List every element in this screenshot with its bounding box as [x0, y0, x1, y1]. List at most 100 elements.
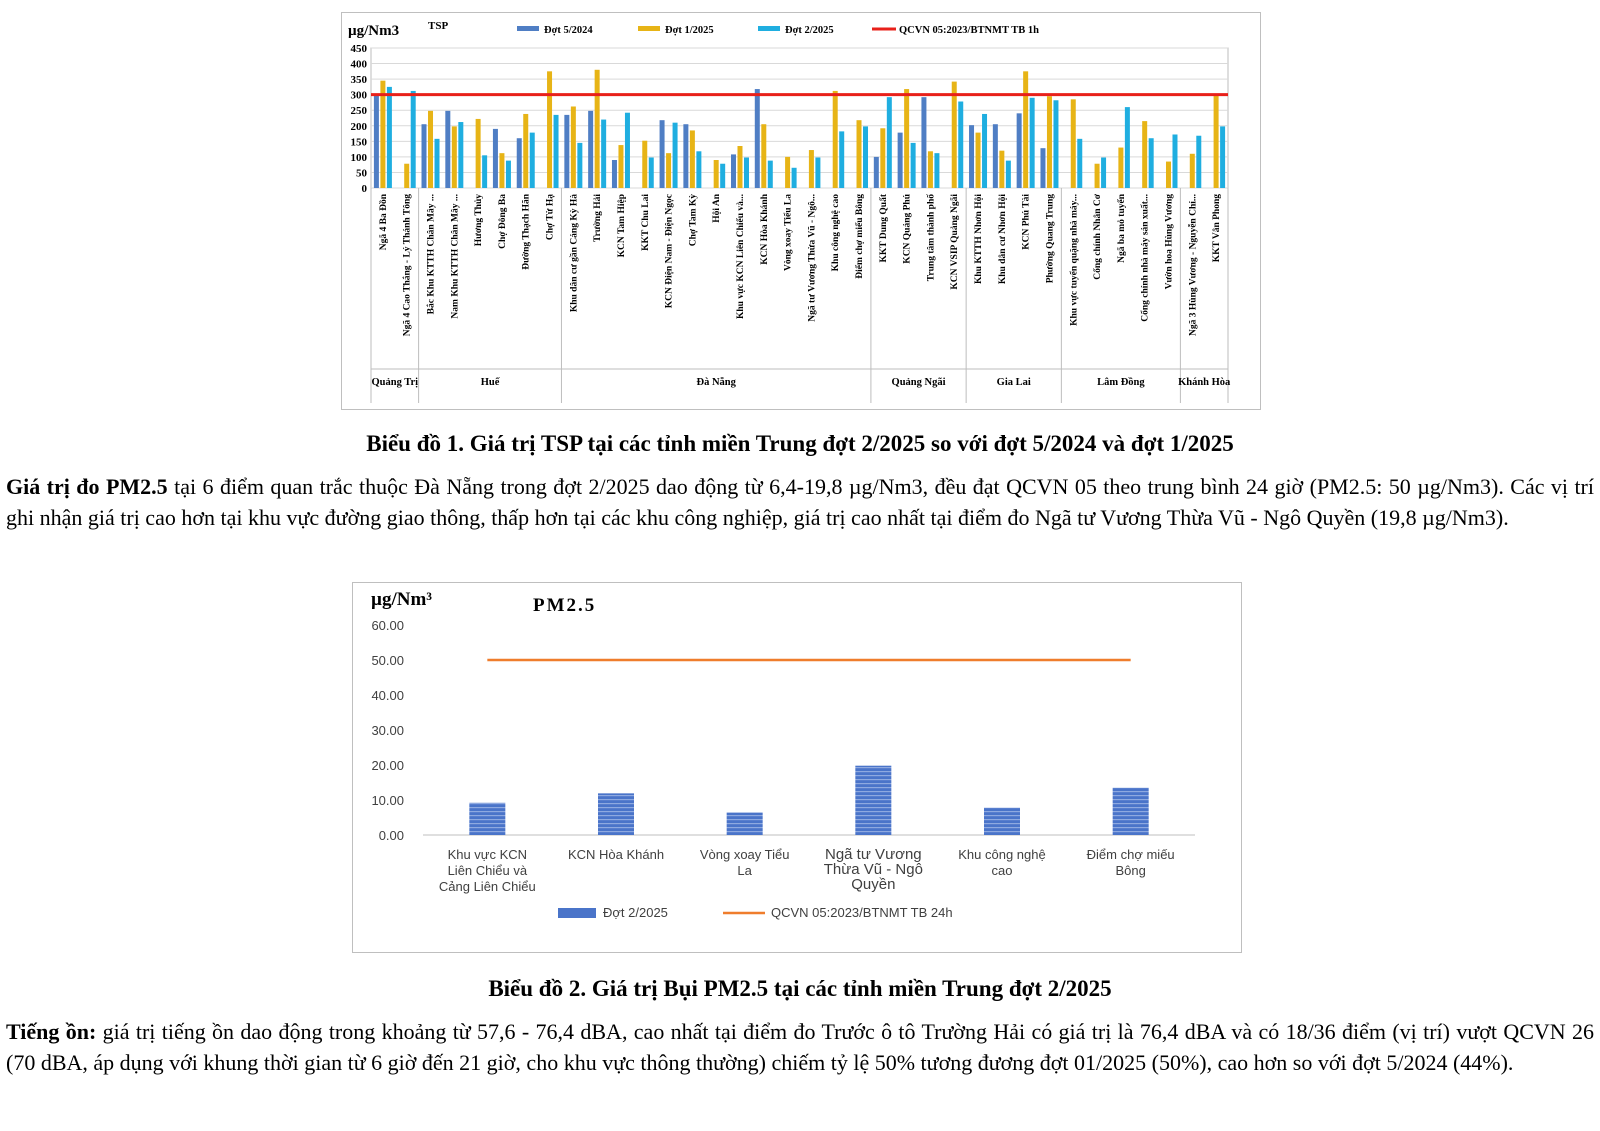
category-label: Cổng chính Nhân Cơ — [1092, 193, 1103, 280]
category-label: Khu vực KCN — [448, 847, 528, 862]
pm25-chart-figure: µg/Nm³ PM2.5 0.00 10.00 20.00 30.00 40.00 50.00… — [352, 582, 1242, 953]
bar-1 — [564, 114, 570, 188]
category-label: Cảng Liên Chiểu — [439, 879, 536, 894]
bar-3 — [1220, 126, 1226, 188]
bar-3 — [482, 155, 488, 188]
bar-1 — [921, 97, 927, 188]
y-tick-label: 50.00 — [371, 653, 404, 668]
category-label: KKT Chu Lai — [641, 194, 651, 251]
y-tick-label: 450 — [351, 43, 368, 55]
category-label: KKT Dung Quất — [878, 193, 889, 262]
bar-2 — [1142, 121, 1148, 188]
pm25-bar — [984, 807, 1020, 835]
bar-2 — [689, 130, 695, 188]
pm25-paragraph: Giá trị đo PM2.5 tại 6 điểm quan trắc th… — [6, 471, 1594, 533]
y-tick-label: 250 — [351, 105, 368, 117]
pm25-paragraph-text: tại 6 điểm quan trắc thuộc Đà Nẵng trong… — [6, 474, 1594, 530]
bar-1 — [1016, 113, 1022, 188]
legend-label: QCVN 05:2023/BTNMT TB 24h — [771, 905, 953, 920]
bar-2 — [1118, 147, 1124, 188]
category-label: Điểm chợ miếu Bông — [854, 194, 865, 279]
category-label: Vườn hoa Hùng Vương — [1165, 194, 1175, 290]
group-label: Quảng Trị — [372, 377, 419, 388]
category-label: KKT Vân Phong — [1212, 194, 1222, 263]
category-label: Chợ Đông Ba — [498, 194, 508, 249]
category-label: Khu công nghệ — [958, 847, 1045, 862]
bar-2 — [1046, 96, 1052, 188]
pm25-bar — [469, 802, 506, 835]
category-label: Thừa Vũ - Ngô — [824, 861, 923, 878]
y-tick-label: 0.00 — [379, 828, 404, 843]
bar-1 — [1040, 148, 1046, 188]
bar-2 — [737, 146, 743, 188]
category-label: Ngã tư Vương — [825, 846, 922, 863]
bar-2 — [1189, 153, 1195, 188]
legend-swatch — [558, 908, 596, 918]
bar-3 — [720, 163, 726, 188]
bar-3 — [1053, 100, 1059, 188]
y-tick-label: 10.00 — [371, 793, 404, 808]
tsp-chart-figure: µg/Nm3 TSP Đợt 5/2024 Đợt 1/2025 Đợt 2/2025 Q… — [341, 12, 1261, 410]
bar-2 — [808, 150, 814, 188]
category-label: KCN Hòa Khánh — [568, 847, 664, 862]
bar-3 — [1077, 138, 1083, 188]
legend-swatch — [517, 26, 539, 31]
category-label: Ngã 4 Ba Đồn — [378, 193, 389, 250]
bar-2 — [880, 128, 886, 188]
bar-1 — [492, 128, 498, 188]
y-tick-label: 30.00 — [371, 723, 404, 738]
bar-2 — [618, 145, 624, 188]
category-label: Ngã ba mỏ tuyển — [1116, 193, 1127, 263]
bar-2 — [499, 153, 505, 188]
bar-2 — [713, 160, 719, 188]
category-label: Trường Hải — [593, 194, 603, 242]
category-label: Vòng xoay Tiểu — [700, 847, 790, 862]
bar-2 — [404, 163, 410, 188]
pm25-bar — [726, 812, 763, 835]
category-label: Ngã 3 Hùng Vương - Nguyễn Chí... — [1187, 194, 1198, 336]
y-tick-label: 40.00 — [371, 688, 404, 703]
pm25-paragraph-lead: Giá trị đo PM2.5 — [6, 474, 168, 499]
category-label: Ngã tư Vương Thừa Vũ - Ngô... — [807, 194, 817, 322]
tsp-chart: µg/Nm3 TSP Đợt 5/2024 Đợt 1/2025 Đợt 2/2025 Q… — [348, 20, 1231, 403]
pm25-bar — [598, 793, 634, 835]
y-tick-label: 200 — [351, 121, 368, 133]
legend-label: Đợt 1/2025 — [665, 25, 714, 36]
bar-3 — [791, 167, 797, 188]
bar-3 — [1101, 157, 1107, 188]
pm25-bar — [855, 765, 892, 835]
bar-2 — [832, 90, 838, 188]
bar-2 — [1213, 95, 1219, 188]
chart-title: TSP — [428, 20, 448, 32]
legend-label: Đợt 2/2025 — [603, 905, 668, 920]
bar-1 — [873, 156, 879, 188]
bar-2 — [666, 153, 672, 188]
bar-3 — [815, 157, 821, 188]
bar-2 — [1094, 163, 1100, 188]
legend-label: QCVN 05:2023/BTNMT TB 1h — [899, 25, 1039, 36]
group-label: Quảng Ngãi — [892, 377, 946, 388]
bar-3 — [1005, 160, 1011, 188]
bar-3 — [672, 122, 678, 188]
bar-2 — [927, 151, 933, 188]
bar-3 — [553, 114, 559, 188]
bar-2 — [1023, 71, 1029, 188]
bar-3 — [1172, 134, 1178, 188]
category-label: Khu dân cư Nhơn Hội — [998, 194, 1008, 285]
pm25-chart-caption: Biểu đồ 2. Giá trị Bụi PM2.5 tại các tỉn… — [488, 976, 1112, 1001]
bar-3 — [505, 160, 511, 188]
bar-3 — [386, 86, 392, 188]
category-label: Khu vực tuyển quặng nhà máy... — [1068, 194, 1079, 326]
y-tick-label: 60.00 — [371, 618, 404, 633]
bar-1 — [588, 110, 594, 188]
legend-swatch — [758, 26, 780, 31]
category-label: KCN Phú Tài — [1022, 194, 1032, 250]
bar-2 — [451, 126, 457, 188]
category-label: Khu KTTH Nhơn Hội — [974, 194, 984, 284]
bar-2 — [975, 132, 981, 188]
category-label: Khu vực KCN Liên Chiểu và... — [735, 194, 746, 319]
category-label: KCN Điện Nam - Điện Ngọc — [665, 194, 675, 308]
category-label: Cổng chính nhà máy sản xuất... — [1140, 194, 1151, 322]
category-label: Bông — [1115, 863, 1145, 878]
y-tick-label: 400 — [351, 59, 368, 71]
